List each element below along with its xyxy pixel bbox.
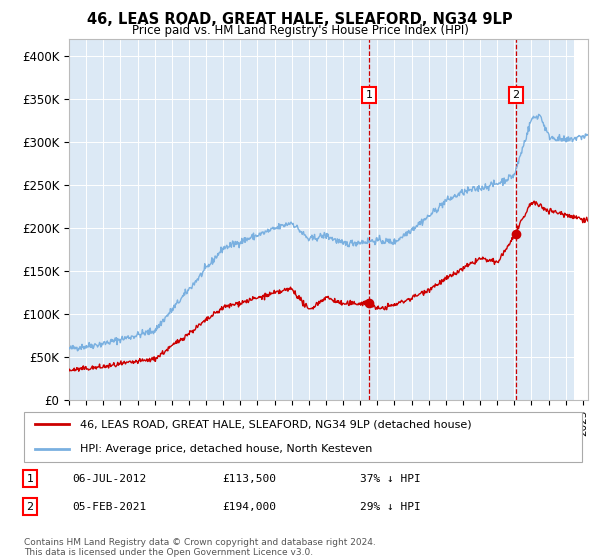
Text: Contains HM Land Registry data © Crown copyright and database right 2024.
This d: Contains HM Land Registry data © Crown c… (24, 538, 376, 557)
FancyBboxPatch shape (24, 412, 582, 462)
Text: 29% ↓ HPI: 29% ↓ HPI (360, 502, 421, 512)
Text: 37% ↓ HPI: 37% ↓ HPI (360, 474, 421, 484)
Text: 2: 2 (26, 502, 34, 512)
Text: 06-JUL-2012: 06-JUL-2012 (72, 474, 146, 484)
Bar (574, 39, 588, 400)
Text: 46, LEAS ROAD, GREAT HALE, SLEAFORD, NG34 9LP (detached house): 46, LEAS ROAD, GREAT HALE, SLEAFORD, NG3… (80, 419, 472, 429)
Text: £194,000: £194,000 (222, 502, 276, 512)
Text: 05-FEB-2021: 05-FEB-2021 (72, 502, 146, 512)
Text: HPI: Average price, detached house, North Kesteven: HPI: Average price, detached house, Nort… (80, 445, 372, 454)
Text: 1: 1 (365, 90, 373, 100)
Text: £113,500: £113,500 (222, 474, 276, 484)
Text: Price paid vs. HM Land Registry's House Price Index (HPI): Price paid vs. HM Land Registry's House … (131, 24, 469, 36)
Text: 46, LEAS ROAD, GREAT HALE, SLEAFORD, NG34 9LP: 46, LEAS ROAD, GREAT HALE, SLEAFORD, NG3… (87, 12, 513, 27)
Text: 1: 1 (26, 474, 34, 484)
Text: 2: 2 (512, 90, 519, 100)
Bar (574, 39, 588, 400)
